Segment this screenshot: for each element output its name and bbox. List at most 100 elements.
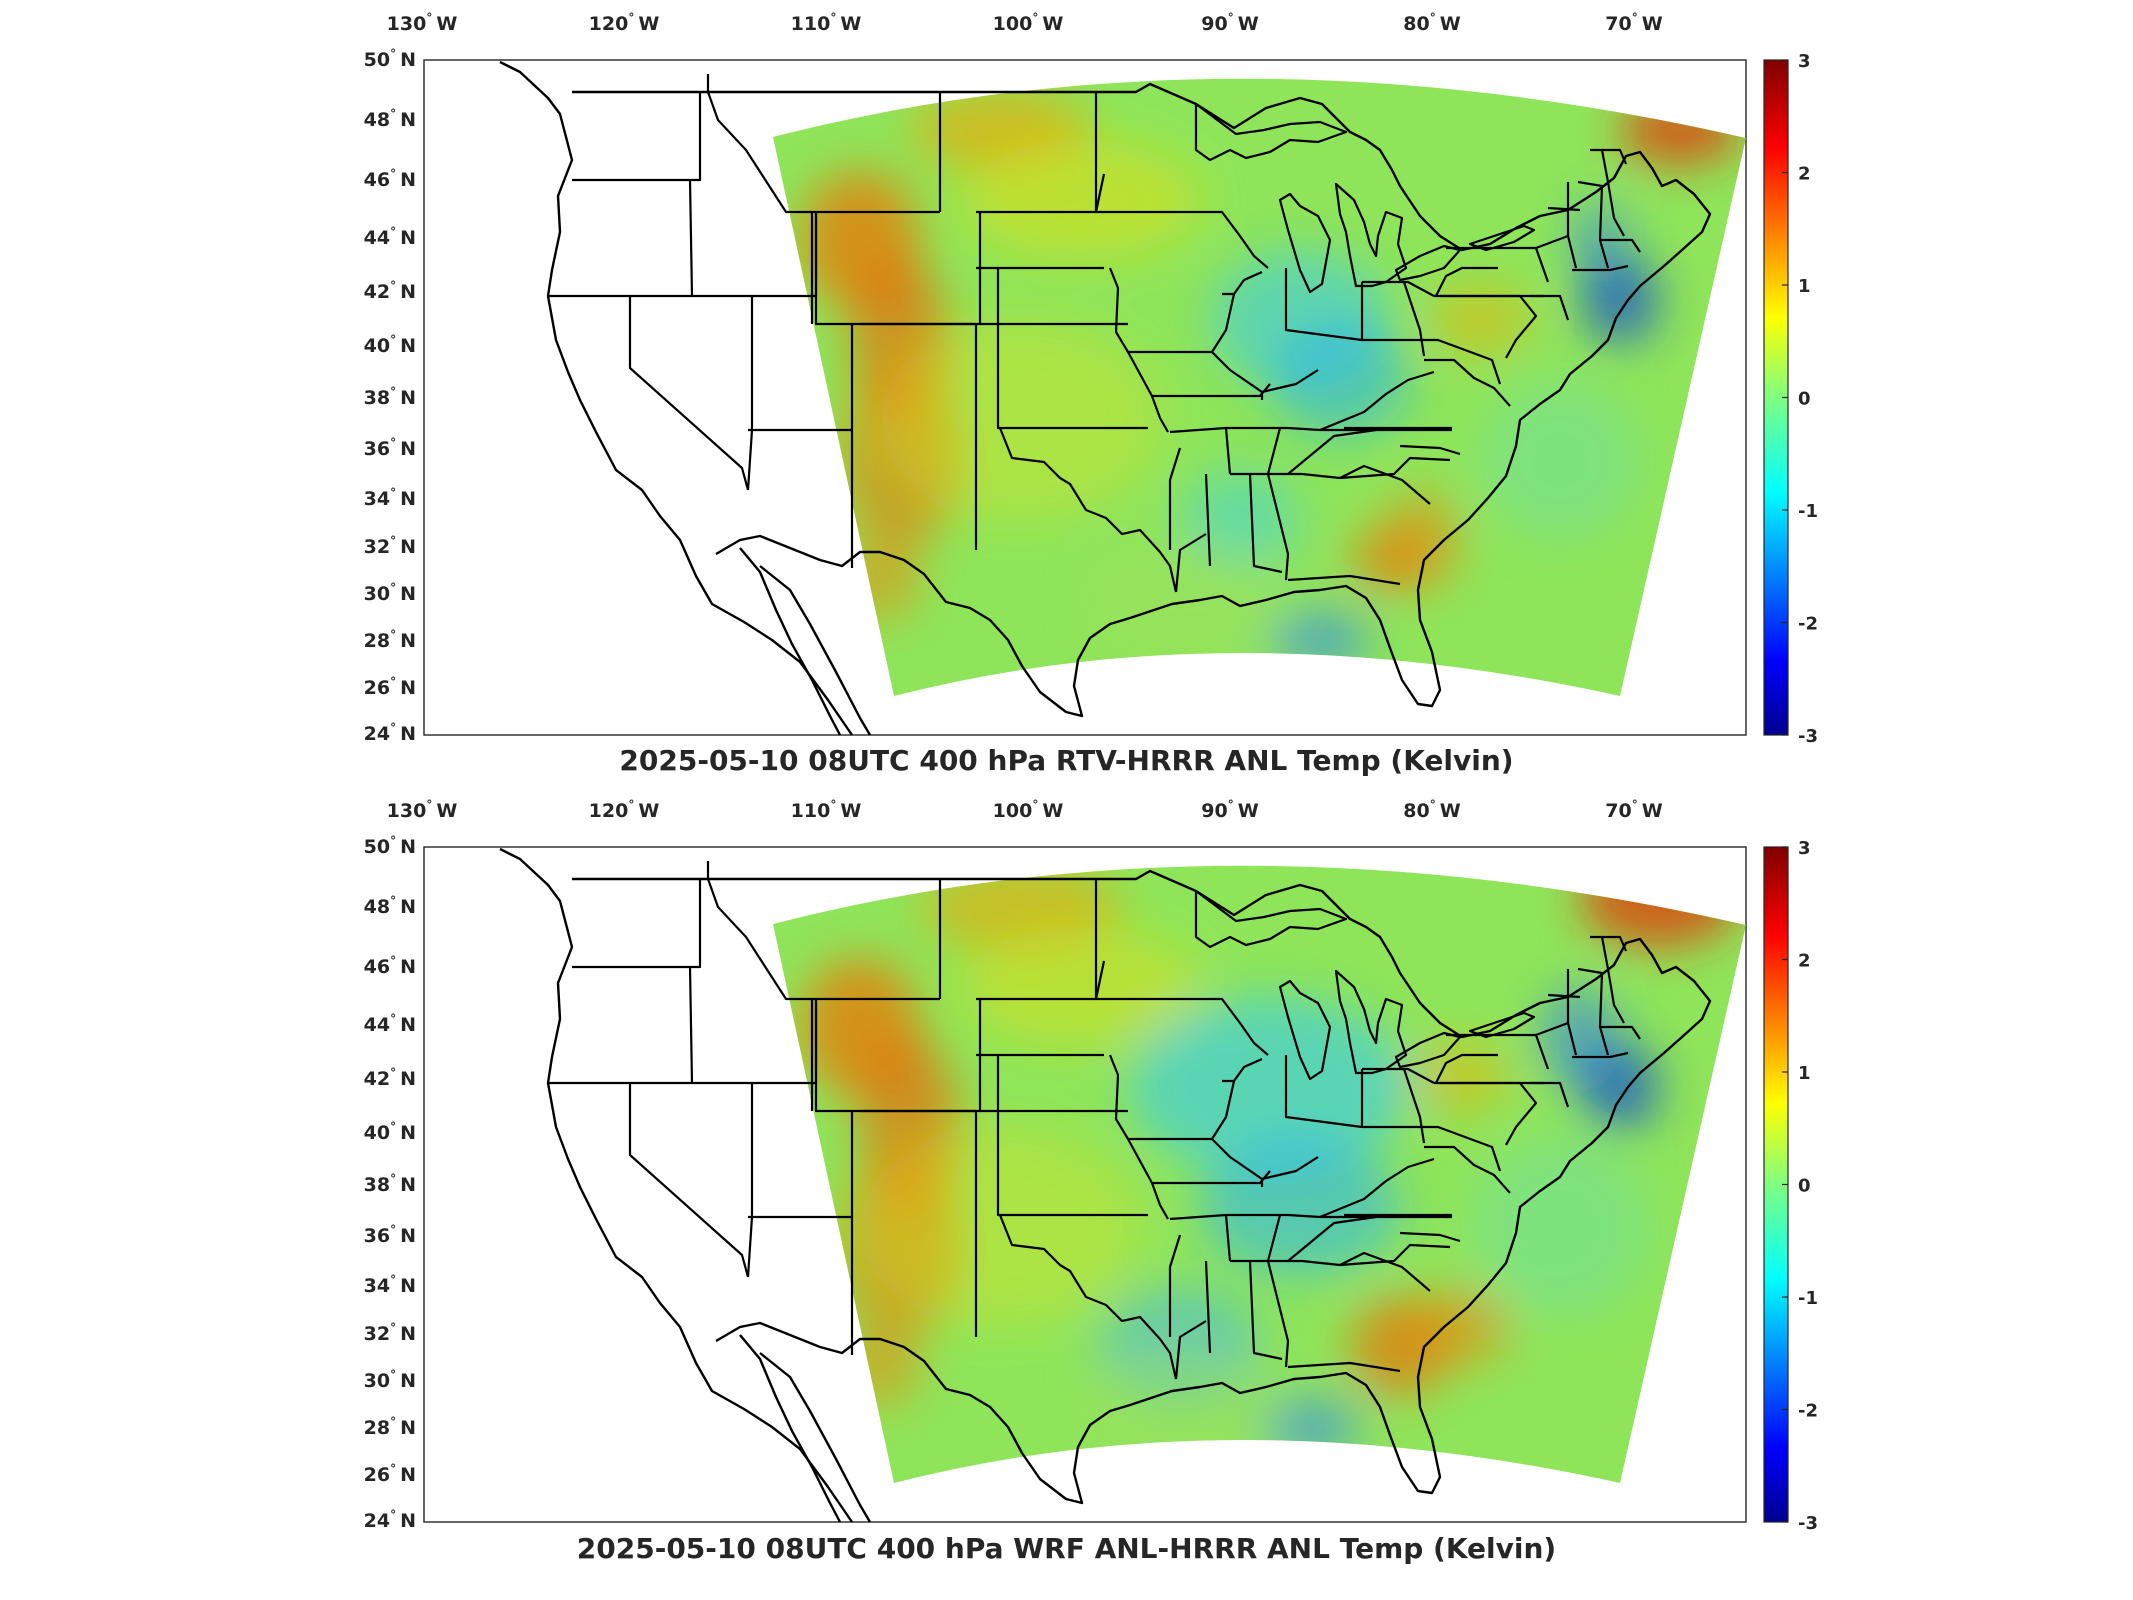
west-coastline <box>499 60 853 736</box>
lat-tick-label: 42° N <box>364 1066 416 1090</box>
colorbar-tick-label: -3 <box>1798 1513 1818 1534</box>
state-border <box>1424 1145 1511 1194</box>
state-border <box>1402 281 1426 357</box>
state-border <box>996 324 1148 430</box>
state-border <box>688 179 694 297</box>
conus-outline <box>572 82 1712 718</box>
lat-tick-label: 24° N <box>364 721 416 745</box>
panel-title: 2025-05-10 08UTC 400 hPa RTV-HRRR ANL Te… <box>619 744 1514 777</box>
state-border <box>1287 574 1401 586</box>
lon-tick-label: 70° W <box>1605 798 1662 822</box>
state-border <box>1174 1320 1207 1380</box>
great-lake-outline <box>1194 102 1348 162</box>
state-border <box>1339 1243 1451 1267</box>
state-border <box>1399 444 1461 456</box>
state-border <box>1362 280 1435 297</box>
temperature-anomaly-field <box>773 865 1746 1484</box>
lat-tick-label: 46° N <box>364 167 416 191</box>
great-lake-outline <box>1468 1011 1536 1039</box>
state-border <box>1266 473 1290 581</box>
baja-coastline <box>739 1334 872 1523</box>
boundary-lines <box>499 60 1712 736</box>
great-lake-outline <box>1394 1031 1462 1069</box>
map-panel-wrf: 130° W 120° W 110° W 100° W 90° W 80° W 70° W 50° N 48° N… <box>0 787 2133 1600</box>
colorbar-tick-label: -3 <box>1798 726 1818 747</box>
state-border <box>1224 1214 1232 1262</box>
lat-tick-label: 44° N <box>364 1012 416 1036</box>
state-border <box>1230 472 1341 480</box>
state-border <box>1399 1231 1461 1243</box>
baja-coastline <box>739 547 872 736</box>
state-border <box>1169 1213 1452 1221</box>
lon-tick-label: 70° W <box>1605 11 1662 35</box>
state-border <box>688 966 694 1084</box>
state-border <box>1362 1125 1502 1172</box>
state-border <box>1222 1057 1263 1083</box>
colorbar-tick-label: 0 <box>1798 1176 1811 1197</box>
state-border <box>1094 960 1106 1000</box>
lon-tick-label: 100° W <box>993 11 1064 35</box>
state-border <box>1287 1361 1401 1373</box>
state-border <box>1319 1157 1435 1219</box>
colorbar-tick-label: 2 <box>1798 951 1811 972</box>
state-border <box>1128 293 1236 354</box>
state-border <box>1600 1025 1641 1040</box>
state-border <box>1362 338 1502 385</box>
state-border <box>1577 180 1610 269</box>
state-border <box>1284 268 1363 342</box>
lat-tick-label: 36° N <box>364 1223 416 1247</box>
temperature-anomaly-field <box>773 78 1746 697</box>
state-border <box>1174 533 1207 593</box>
state-border <box>1160 210 1269 269</box>
state-border <box>1572 264 1629 272</box>
lat-tick-label: 26° N <box>364 675 416 699</box>
lat-tick-label: 38° N <box>364 385 416 409</box>
lat-tick-label: 44° N <box>364 225 416 249</box>
state-border <box>1424 358 1511 407</box>
lat-tick-label: 48° N <box>364 894 416 918</box>
lat-tick-label: 32° N <box>364 1321 416 1345</box>
state-border <box>998 1214 1178 1380</box>
lat-tick-label: 48° N <box>364 107 416 131</box>
lon-tick-label: 110° W <box>791 11 862 35</box>
great-lake-outline <box>1394 244 1462 282</box>
great-lake-outline <box>1278 192 1332 294</box>
state-border <box>1339 456 1451 480</box>
state-border <box>706 878 816 1001</box>
colorbar-tick-label: 1 <box>1798 276 1811 297</box>
state-border <box>1435 1053 1498 1084</box>
lon-tick-label: 100° W <box>993 798 1064 822</box>
colorbar-tick-label: 0 <box>1798 389 1811 410</box>
state-border <box>1128 1080 1236 1141</box>
state-border <box>996 1111 1148 1217</box>
state-border <box>1590 148 1628 165</box>
lon-tick-label: 120° W <box>589 798 660 822</box>
state-border <box>1224 427 1232 475</box>
state-border <box>1168 1234 1182 1337</box>
state-border <box>572 879 702 969</box>
state-border <box>1402 1068 1426 1144</box>
lon-tick-label: 90° W <box>1201 11 1258 35</box>
colorbar-tick-label: -2 <box>1798 614 1818 635</box>
lat-tick-label: 30° N <box>364 581 416 605</box>
lat-tick-label: 34° N <box>364 1273 416 1297</box>
colorbar-tick-label: 3 <box>1798 51 1811 72</box>
panel-title: 2025-05-10 08UTC 400 hPa WRF ANL-HRRR AN… <box>576 1532 1557 1565</box>
state-border <box>1606 181 1625 237</box>
lat-tick-label: 40° N <box>364 1120 416 1144</box>
lon-tick-label: 80° W <box>1403 798 1460 822</box>
lon-tick-label: 130° W <box>387 11 458 35</box>
state-border <box>1287 1215 1377 1262</box>
colorbar-tick-label: 1 <box>1798 1063 1811 1084</box>
state-border <box>1248 473 1283 574</box>
state-border <box>1266 427 1282 475</box>
west-coastline <box>499 847 853 1523</box>
state-border <box>1606 968 1625 1024</box>
lon-tick-label: 110° W <box>791 798 862 822</box>
great-lake-outline <box>1334 969 1408 1075</box>
state-border <box>1600 936 1610 970</box>
boundary-lines <box>499 847 1712 1523</box>
lat-tick-label: 32° N <box>364 534 416 558</box>
state-border <box>1230 1259 1341 1267</box>
state-border <box>1590 935 1628 952</box>
